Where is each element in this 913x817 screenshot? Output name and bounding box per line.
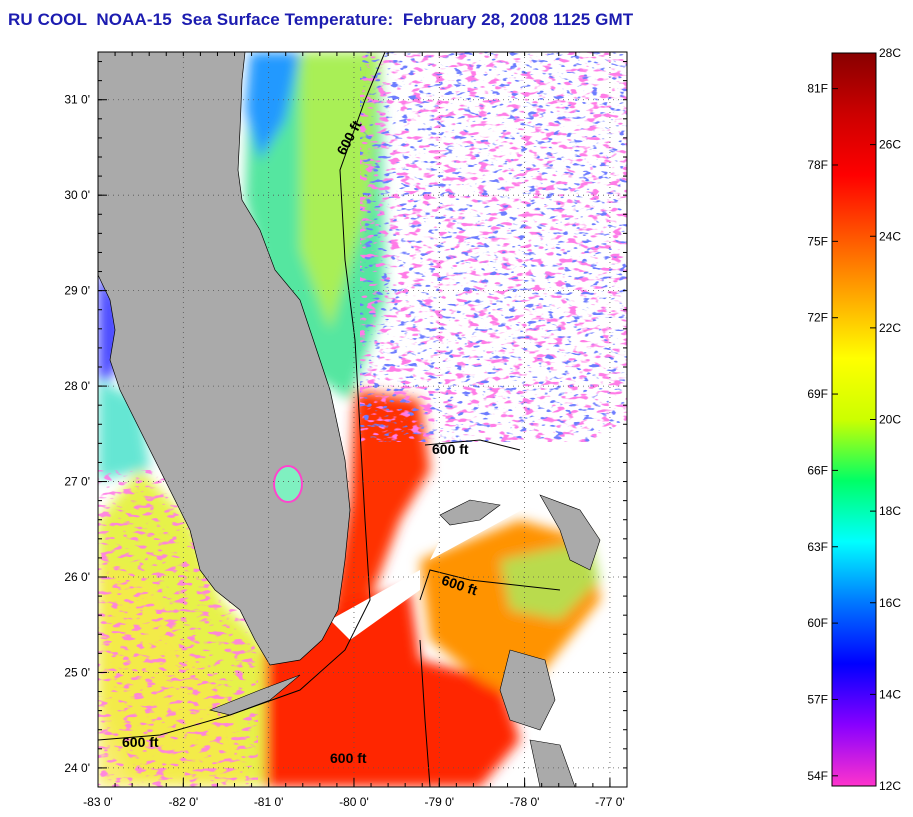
contour-label-600ft-bahama: 600 ft — [432, 441, 469, 457]
colorbar-fahrenheit-label: 60F — [807, 616, 828, 630]
land-abaco — [539, 494, 601, 571]
lon-tick-label: -81 0' — [254, 795, 284, 809]
map-plot-area — [98, 52, 627, 787]
colorbar-celsius-label: 22C — [879, 321, 901, 335]
map-frame — [97, 51, 628, 788]
lon-tick-label: -83 0' — [83, 795, 113, 809]
colorbar-ticks — [832, 52, 876, 787]
colorbar-fahrenheit-label: 81F — [807, 82, 828, 96]
latitude-labels: 24 0' 25 0' 26 0' 27 0' 28 0' 29 0' 30 0' 31 0' — [64, 93, 90, 775]
axis-ticks — [97, 52, 628, 788]
colorbar-fahrenheit-label: 69F — [807, 387, 828, 401]
map-graticule — [98, 52, 627, 787]
colorbar-fahrenheit-label: 78F — [807, 158, 828, 172]
lat-tick-label: 30 0' — [64, 188, 90, 202]
lat-tick-label: 29 0' — [64, 284, 90, 298]
land-grand-bahama — [439, 499, 501, 526]
colorbar-celsius-label: 20C — [879, 413, 901, 427]
lat-tick-label: 31 0' — [64, 93, 90, 107]
lon-tick-label: -77 0' — [595, 795, 625, 809]
lat-tick-label: 26 0' — [64, 570, 90, 584]
lon-tick-label: -82 0' — [168, 795, 198, 809]
contour-label-600ft-south: 600 ft — [330, 750, 367, 766]
cloud-speckle-north-blue — [360, 52, 627, 442]
lon-tick-label: -78 0' — [510, 795, 540, 809]
colorbar-celsius-labels: 28C 26C 24C 22C 20C 18C 16C 14C 12C — [879, 46, 901, 793]
map-title: RU COOL NOAA-15 Sea Surface Temperature:… — [8, 10, 634, 29]
colorbar-celsius-label: 16C — [879, 596, 901, 610]
longitude-labels: -83 0' -82 0' -81 0' -80 0' -79 0' -78 0' -77 … — [83, 795, 625, 809]
lat-tick-label: 25 0' — [64, 665, 90, 679]
lon-tick-label: -79 0' — [424, 795, 454, 809]
lon-tick-label: -80 0' — [339, 795, 369, 809]
land-andros — [499, 649, 556, 731]
colorbar-celsius-label: 24C — [879, 229, 901, 243]
lake-okeechobee — [273, 465, 303, 503]
isobath-600ft — [98, 52, 561, 787]
colorbar-celsius-label: 28C — [879, 46, 901, 60]
contour-label-600ft-west: 600 ft — [122, 734, 159, 750]
lat-tick-label: 27 0' — [64, 475, 90, 489]
colorbar-celsius-label: 12C — [879, 779, 901, 793]
lat-tick-label: 28 0' — [64, 379, 90, 393]
colorbar-celsius-label: 14C — [879, 687, 901, 701]
colorbar-fahrenheit-label: 72F — [807, 311, 828, 325]
colorbar-celsius-label: 18C — [879, 504, 901, 518]
colorbar-fahrenheit-labels: 81F 78F 75F 72F 69F 66F 63F 60F 57F 54F — [807, 82, 828, 783]
colorbar-fahrenheit-label: 75F — [807, 234, 828, 248]
land-florida — [98, 52, 351, 666]
colorbar-fahrenheit-label: 66F — [807, 463, 828, 477]
lat-tick-label: 24 0' — [64, 761, 90, 775]
land-eleuthera — [529, 739, 576, 787]
colorbar — [831, 52, 877, 787]
colorbar-fahrenheit-label: 54F — [807, 769, 828, 783]
colorbar-fahrenheit-label: 63F — [807, 540, 828, 554]
colorbar-celsius-label: 26C — [879, 138, 901, 152]
land-keys — [209, 674, 301, 716]
colorbar-fahrenheit-label: 57F — [807, 692, 828, 706]
